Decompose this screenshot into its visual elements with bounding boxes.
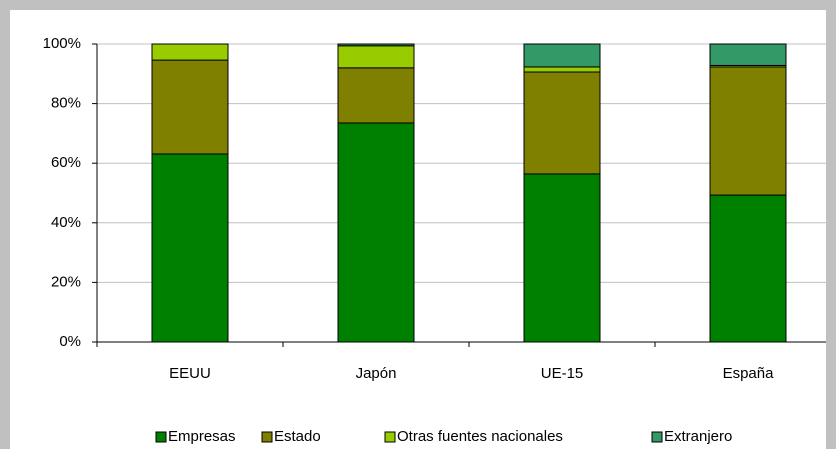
- legend-label: Otras fuentes nacionales: [397, 428, 563, 445]
- bar-segment: [337, 45, 415, 69]
- bar-segment: [709, 66, 787, 196]
- y-tick-label: 100%: [43, 35, 81, 52]
- x-tick-label: UE-15: [541, 365, 584, 382]
- y-tick-label: 80%: [51, 95, 81, 112]
- chart-area: [10, 10, 826, 449]
- bar-segment: [337, 43, 415, 47]
- y-tick-label: 20%: [51, 273, 81, 290]
- x-tick-label: EEUU: [169, 365, 211, 382]
- bar-segment: [151, 59, 229, 155]
- x-tick-label: España: [723, 365, 775, 382]
- bar-segment: [151, 153, 229, 343]
- bar-segment: [709, 194, 787, 343]
- y-tick-label: 0%: [59, 333, 81, 350]
- y-tick-label: 60%: [51, 154, 81, 171]
- x-tick-label: Japón: [356, 365, 397, 382]
- y-tick-label: 40%: [51, 214, 81, 231]
- legend-swatch: [651, 431, 663, 443]
- bar-segment: [337, 67, 415, 124]
- legend-label: Estado: [274, 428, 321, 445]
- legend-swatch: [155, 431, 167, 443]
- legend-label: Extranjero: [664, 428, 732, 445]
- legend-swatch: [384, 431, 396, 443]
- bar-segment: [523, 43, 601, 68]
- bar-segment: [523, 173, 601, 343]
- bar-segment: [151, 43, 229, 61]
- legend-label: Empresas: [168, 428, 236, 445]
- bar-segment: [523, 66, 601, 73]
- legend-swatch: [261, 431, 273, 443]
- bar-segment: [523, 71, 601, 175]
- bar-segment: [709, 43, 787, 66]
- bar-segment: [337, 122, 415, 343]
